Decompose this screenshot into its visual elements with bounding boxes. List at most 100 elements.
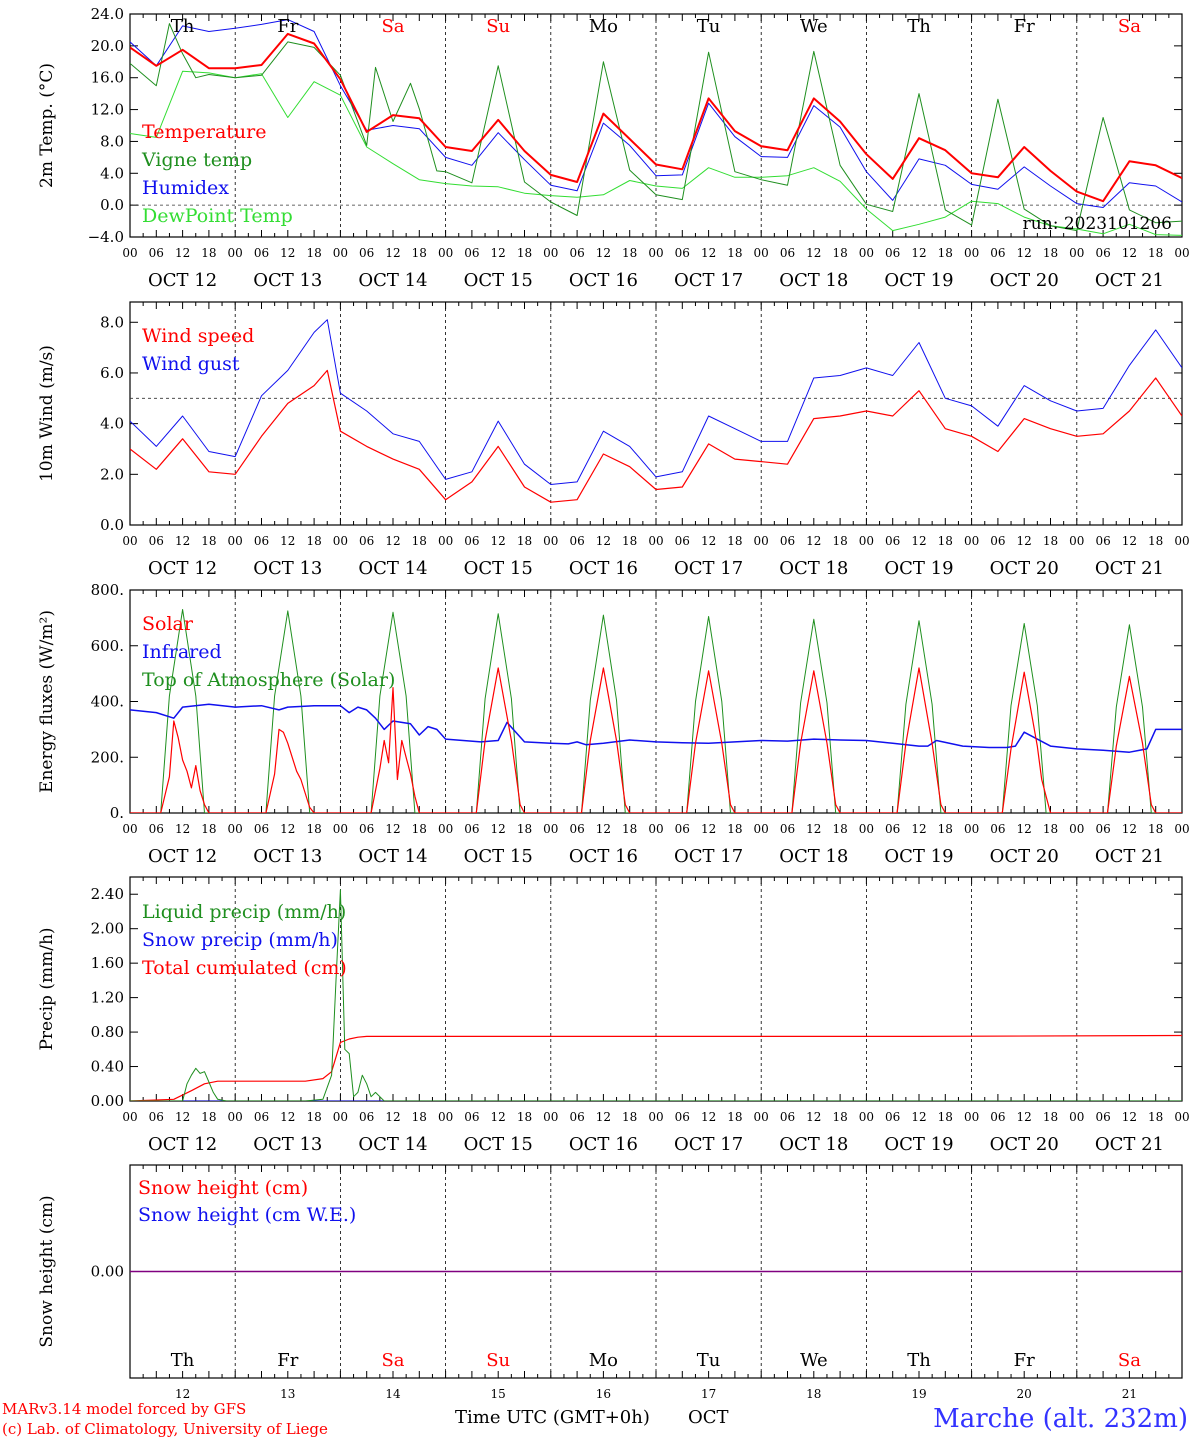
hour-tick-label: 00 [1069, 1110, 1084, 1124]
hour-tick-label: 18 [832, 822, 847, 836]
footer: MARv3.14 model forced by GFS (c) Lab. of … [2, 1400, 1188, 1438]
date-label: OCT 16 [569, 270, 638, 291]
legend-entry: DewPoint Temp [142, 205, 293, 227]
legend-entry: Vigne temp [141, 149, 252, 171]
hour-tick-label: 00 [859, 534, 874, 548]
weekday-label: Tu [697, 1350, 721, 1371]
y-axis-title: Precip (mm/h) [37, 927, 57, 1050]
y-tick-label: 4.0 [100, 415, 124, 433]
hour-tick-label: 00 [859, 1110, 874, 1124]
series-group [130, 609, 1182, 813]
hour-tick-label: 00 [438, 246, 453, 260]
hour-tick-label: 00 [859, 822, 874, 836]
weekday-label: Sa [1118, 16, 1141, 37]
hour-tick-label: 18 [306, 246, 321, 260]
hour-tick-label: 18 [938, 1110, 953, 1124]
hour-tick-label: 00 [1174, 822, 1189, 836]
hour-tick-label: 12 [806, 534, 821, 548]
hour-tick-label: 06 [359, 534, 374, 548]
hour-tick-label: 12 [701, 246, 716, 260]
date-label: OCT 21 [1095, 270, 1164, 291]
hour-tick-label: 12 [491, 534, 506, 548]
hour-tick-label: 12 [280, 246, 295, 260]
hour-tick-label: 18 [622, 1110, 637, 1124]
legend-entry: Wind gust [142, 353, 240, 375]
series-wind-gust [130, 319, 1182, 485]
hour-tick-label: 06 [254, 822, 269, 836]
hour-tick-label: 12 [175, 1110, 190, 1124]
date-label: OCT 19 [884, 558, 953, 579]
day-number-label: 17 [701, 1387, 716, 1401]
hour-tick-label: 12 [385, 246, 400, 260]
hour-tick-label: 06 [149, 534, 164, 548]
y-tick-label: 800. [91, 581, 124, 599]
hour-tick-label: 00 [648, 1110, 663, 1124]
series-top-of-atmosphere-solar [130, 609, 1182, 813]
hour-tick-label: 12 [701, 534, 716, 548]
hour-tick-label: 12 [911, 246, 926, 260]
hour-tick-label: 00 [333, 534, 348, 548]
hour-tick-label: 18 [412, 246, 427, 260]
hour-tick-label: 06 [885, 246, 900, 260]
hour-tick-label: 12 [175, 246, 190, 260]
date-label: OCT 12 [148, 1134, 217, 1155]
hour-tick-label: 06 [254, 534, 269, 548]
hour-tick-label: 18 [938, 534, 953, 548]
hour-tick-label: 00 [754, 822, 769, 836]
hour-tick-label: 18 [832, 1110, 847, 1124]
hour-tick-label: 18 [727, 246, 742, 260]
panel-3: 800. 600. 400. 200. 0. Energy fluxes (W/m²) So… [37, 581, 1190, 867]
y-tick-label: 4.0 [100, 164, 124, 182]
date-label: OCT 16 [569, 1134, 638, 1155]
hour-tick-label: 18 [201, 246, 216, 260]
hour-tick-label: 00 [1174, 246, 1189, 260]
date-label: OCT 18 [779, 846, 848, 867]
hour-tick-label: 00 [228, 1110, 243, 1124]
plot-frame [129, 13, 1183, 238]
y-tick-label: 0.00 [91, 1092, 124, 1110]
date-label: OCT 15 [464, 270, 533, 291]
hour-tick-label: 00 [122, 822, 137, 836]
hour-tick-label: 12 [1017, 534, 1032, 548]
date-label: OCT 15 [464, 1134, 533, 1155]
date-label: OCT 12 [148, 558, 217, 579]
hour-tick-label: 18 [517, 822, 532, 836]
weekday-label: Su [486, 16, 510, 37]
hour-tick-label: 18 [622, 534, 637, 548]
series-infrared [130, 703, 1182, 753]
y-tick-label: 600. [91, 637, 124, 655]
hour-tick-label: 18 [306, 1110, 321, 1124]
hour-tick-label: 06 [569, 822, 584, 836]
hour-tick-label: 00 [543, 246, 558, 260]
hour-tick-label: 06 [780, 246, 795, 260]
hour-tick-label: 00 [333, 1110, 348, 1124]
y-tick-label: 0.0 [100, 516, 124, 534]
hour-tick-label: 18 [622, 246, 637, 260]
weekday-label: Sa [1118, 1350, 1141, 1371]
hour-tick-label: 18 [622, 822, 637, 836]
weekday-label: Mo [589, 1350, 618, 1371]
y-tick-label: 2.00 [91, 920, 124, 938]
legend-entry: Snow height (cm W.E.) [138, 1204, 356, 1226]
date-label: OCT 21 [1095, 1134, 1164, 1155]
hour-tick-label: 00 [1069, 246, 1084, 260]
hour-tick-label: 06 [1095, 1110, 1110, 1124]
hour-tick-label: 00 [122, 1110, 137, 1124]
weekday-label: Mo [589, 16, 618, 37]
series-humidex [130, 19, 1182, 208]
hour-tick-label: 18 [727, 534, 742, 548]
y-tick-label: 1.20 [91, 989, 124, 1007]
hour-tick-label: 12 [385, 534, 400, 548]
y-tick-label: 2.0 [100, 465, 124, 483]
hour-tick-label: 18 [201, 822, 216, 836]
series-temperature [130, 32, 1182, 203]
hour-tick-label: 18 [832, 534, 847, 548]
date-label: OCT 14 [358, 846, 427, 867]
hour-tick-label: 12 [1017, 1110, 1032, 1124]
date-label: OCT 16 [569, 846, 638, 867]
y-axis-title: 10m Wind (m/s) [37, 345, 57, 482]
y-tick-label: 0.00 [91, 1263, 124, 1281]
hour-tick-label: 06 [1095, 246, 1110, 260]
hour-tick-label: 00 [964, 534, 979, 548]
